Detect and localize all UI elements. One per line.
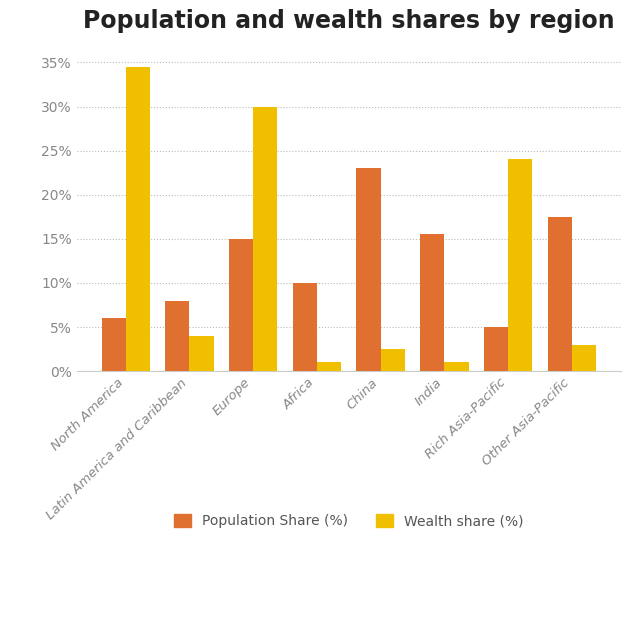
- Bar: [229, 239, 253, 371]
- Bar: [189, 336, 214, 371]
- Bar: [508, 159, 532, 371]
- Bar: [292, 283, 317, 371]
- Title: Population and wealth shares by region: Population and wealth shares by region: [83, 9, 614, 33]
- Bar: [548, 217, 572, 371]
- Bar: [381, 349, 405, 371]
- Bar: [356, 168, 381, 371]
- Bar: [165, 301, 189, 371]
- Bar: [420, 234, 444, 371]
- Bar: [125, 67, 150, 371]
- Bar: [253, 106, 277, 371]
- Bar: [444, 362, 468, 371]
- Bar: [572, 345, 596, 371]
- Bar: [317, 362, 341, 371]
- Legend: Population Share (%), Wealth share (%): Population Share (%), Wealth share (%): [169, 509, 529, 534]
- Bar: [484, 327, 508, 371]
- Bar: [102, 318, 125, 371]
